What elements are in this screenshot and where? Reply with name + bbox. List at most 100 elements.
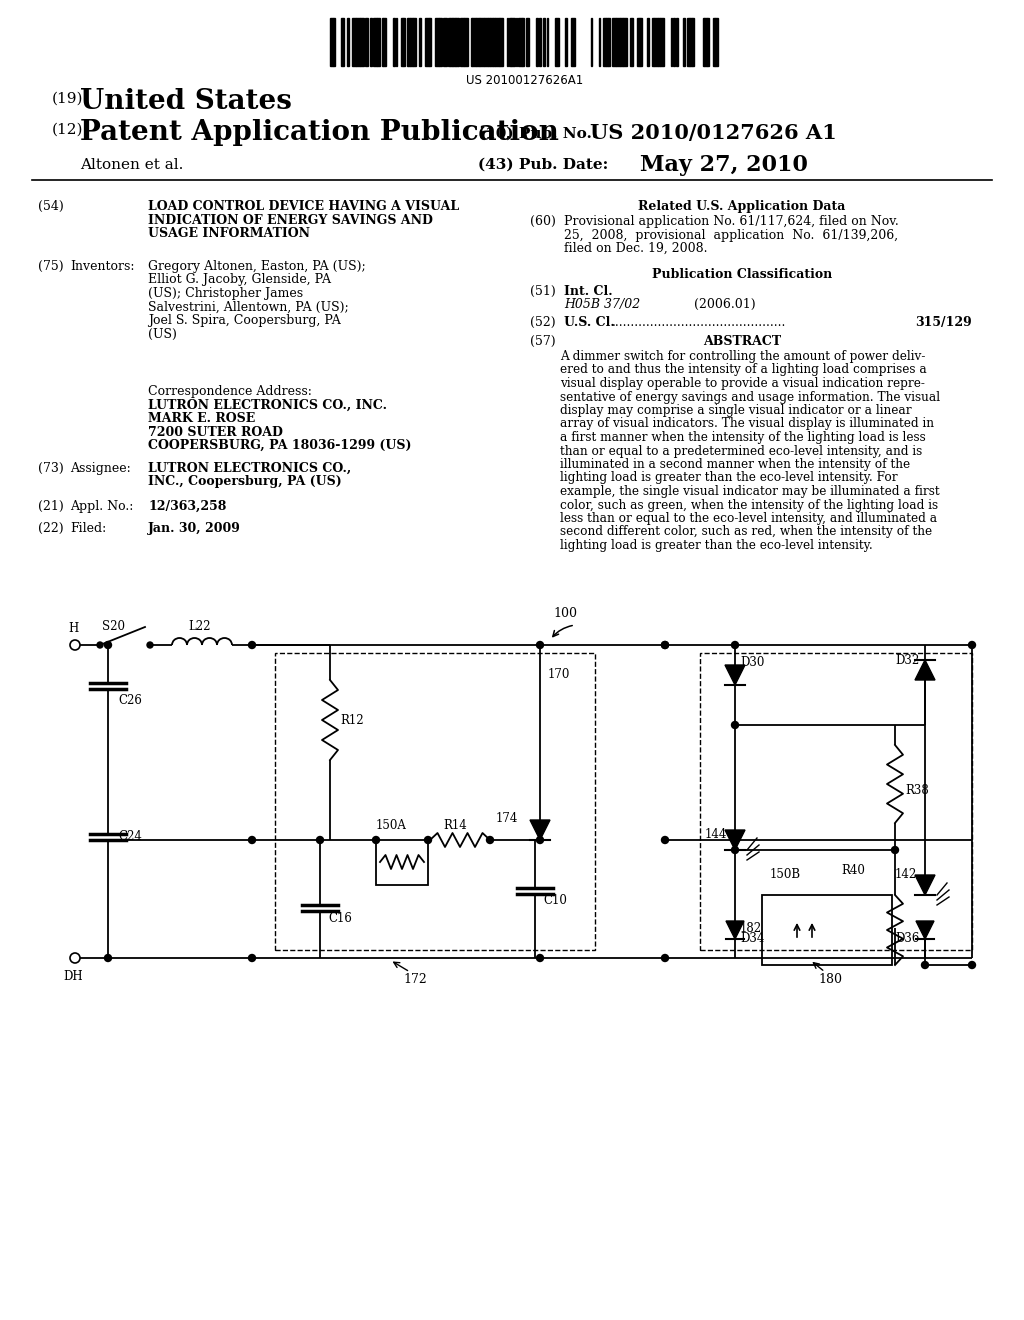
Text: A dimmer switch for controlling the amount of power deliv-: A dimmer switch for controlling the amou… — [560, 350, 926, 363]
Text: (21): (21) — [38, 500, 63, 513]
Bar — [687, 18, 689, 66]
Text: (US); Christopher James: (US); Christopher James — [148, 286, 303, 300]
Bar — [365, 18, 368, 66]
Text: ABSTRACT: ABSTRACT — [702, 335, 781, 348]
Text: U.S. Cl.: U.S. Cl. — [564, 315, 614, 329]
Bar — [690, 18, 692, 66]
Circle shape — [373, 837, 380, 843]
Polygon shape — [916, 921, 934, 939]
Text: Altonen et al.: Altonen et al. — [80, 158, 183, 172]
Circle shape — [537, 837, 544, 843]
Text: (10) Pub. No.:: (10) Pub. No.: — [478, 127, 597, 141]
Bar — [370, 18, 372, 66]
Bar — [658, 18, 660, 66]
Circle shape — [316, 837, 324, 843]
Circle shape — [97, 642, 103, 648]
Text: Gregory Altonen, Easton, PA (US);: Gregory Altonen, Easton, PA (US); — [148, 260, 366, 273]
Text: DH: DH — [63, 970, 83, 983]
Text: R38: R38 — [905, 784, 929, 796]
Bar — [652, 18, 654, 66]
Circle shape — [249, 837, 256, 843]
Polygon shape — [725, 665, 745, 685]
Bar — [403, 18, 406, 66]
Bar — [383, 18, 386, 66]
Text: US 20100127626A1: US 20100127626A1 — [466, 74, 584, 87]
Bar — [495, 18, 499, 66]
Text: filed on Dec. 19, 2008.: filed on Dec. 19, 2008. — [564, 242, 708, 255]
Bar — [620, 18, 623, 66]
Text: H: H — [68, 622, 78, 635]
Text: lighting load is greater than the eco-level intensity.: lighting load is greater than the eco-le… — [560, 539, 872, 552]
Bar — [705, 18, 707, 66]
Text: COOPERSBURG, PA 18036-1299 (US): COOPERSBURG, PA 18036-1299 (US) — [148, 440, 412, 451]
Text: (12): (12) — [52, 123, 84, 137]
Text: S20: S20 — [102, 620, 125, 634]
Text: ered to and thus the intensity of a lighting load comprises a: ered to and thus the intensity of a ligh… — [560, 363, 927, 376]
Text: less than or equal to the eco-level intensity, and illuminated a: less than or equal to the eco-level inte… — [560, 512, 937, 525]
Text: display may comprise a single visual indicator or a linear: display may comprise a single visual ind… — [560, 404, 911, 417]
Text: Elliot G. Jacoby, Glenside, PA: Elliot G. Jacoby, Glenside, PA — [148, 273, 331, 286]
Circle shape — [969, 961, 976, 969]
Bar — [450, 18, 452, 66]
Circle shape — [662, 642, 669, 648]
Bar — [393, 18, 395, 66]
Circle shape — [731, 846, 738, 854]
Polygon shape — [530, 820, 550, 840]
Circle shape — [662, 837, 669, 843]
Text: C26: C26 — [118, 693, 142, 706]
Text: 144: 144 — [705, 829, 727, 842]
Bar — [511, 18, 515, 66]
Text: Inventors:: Inventors: — [70, 260, 134, 273]
Text: US 2010/0127626 A1: US 2010/0127626 A1 — [590, 123, 837, 143]
Circle shape — [731, 642, 738, 648]
Text: C16: C16 — [328, 912, 352, 924]
Text: R14: R14 — [443, 818, 467, 832]
Text: visual display operable to provide a visual indication repre-: visual display operable to provide a vis… — [560, 378, 925, 389]
Bar — [616, 18, 620, 66]
Text: 170: 170 — [548, 668, 570, 681]
Text: (US): (US) — [148, 327, 177, 341]
Circle shape — [662, 954, 669, 961]
Bar — [472, 18, 476, 66]
Text: H05B 37/02: H05B 37/02 — [564, 298, 640, 312]
Text: D30: D30 — [740, 656, 764, 669]
Text: Int. Cl.: Int. Cl. — [564, 285, 612, 298]
Polygon shape — [915, 660, 935, 680]
Text: sentative of energy savings and usage information. The visual: sentative of energy savings and usage in… — [560, 391, 940, 404]
Text: (54): (54) — [38, 201, 63, 213]
Text: illuminated in a second manner when the intensity of the: illuminated in a second manner when the … — [560, 458, 910, 471]
Text: Correspondence Address:: Correspondence Address: — [148, 385, 312, 399]
Bar — [762, 895, 892, 965]
Bar — [571, 18, 575, 66]
Bar — [356, 18, 360, 66]
Text: (51): (51) — [530, 285, 556, 298]
Bar — [637, 18, 639, 66]
Circle shape — [486, 837, 494, 843]
Bar — [526, 18, 529, 66]
Text: (57): (57) — [530, 335, 556, 348]
Bar — [623, 18, 627, 66]
Bar — [456, 18, 458, 66]
Bar — [408, 18, 410, 66]
Text: (2006.01): (2006.01) — [694, 298, 756, 312]
Bar — [630, 18, 633, 66]
Text: Salvestrini, Allentown, PA (US);: Salvestrini, Allentown, PA (US); — [148, 301, 349, 314]
Bar — [603, 18, 606, 66]
Bar — [539, 18, 541, 66]
Bar — [453, 18, 455, 66]
Circle shape — [104, 642, 112, 648]
Circle shape — [70, 953, 80, 964]
Circle shape — [70, 640, 80, 649]
Bar — [330, 18, 333, 66]
Circle shape — [892, 846, 898, 854]
Bar — [347, 18, 349, 66]
Text: Patent Application Publication: Patent Application Publication — [80, 119, 559, 147]
Bar — [373, 18, 377, 66]
Text: Appl. No.:: Appl. No.: — [70, 500, 133, 513]
Text: color, such as green, when the intensity of the lighting load is: color, such as green, when the intensity… — [560, 499, 938, 511]
Text: 174: 174 — [496, 812, 518, 825]
Circle shape — [969, 642, 976, 648]
Bar — [490, 18, 493, 66]
Bar — [707, 18, 709, 66]
Bar — [275, 653, 595, 950]
